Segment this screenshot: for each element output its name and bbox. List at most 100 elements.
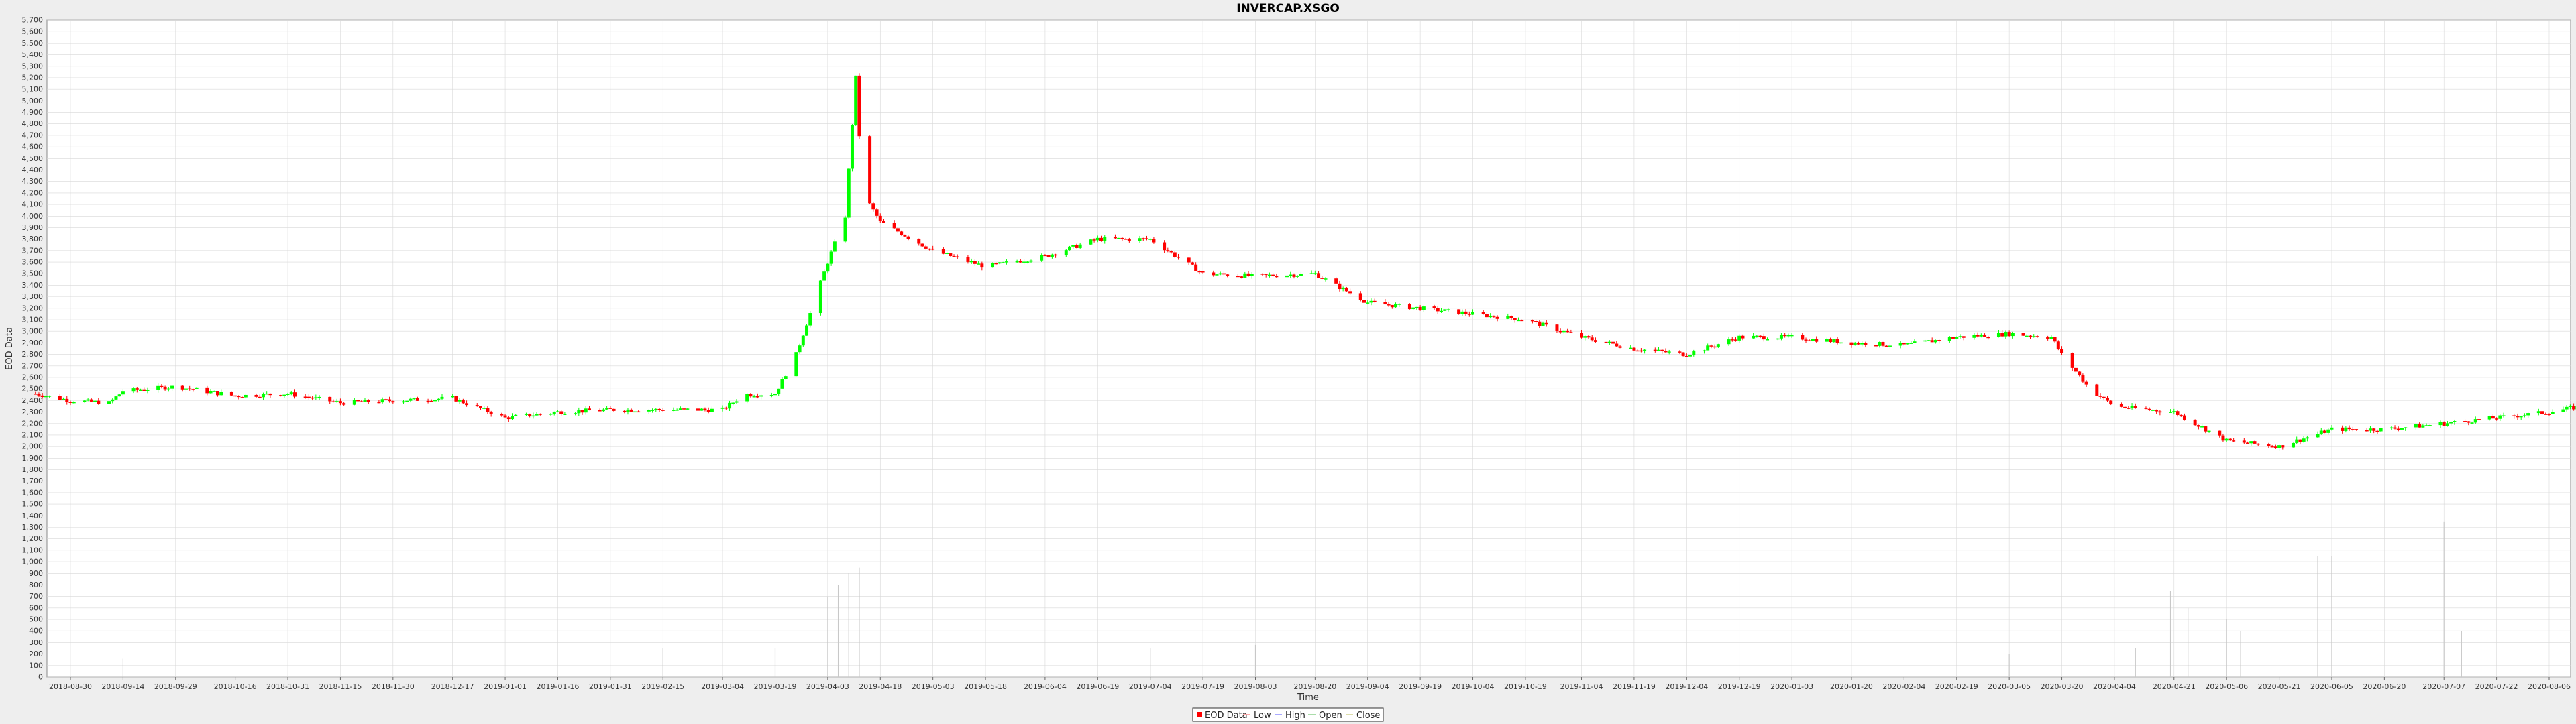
- candle-body: [637, 411, 641, 413]
- candle-body: [131, 388, 136, 392]
- candle-body: [623, 410, 627, 412]
- x-tick-label: 2020-01-03: [1770, 682, 1813, 691]
- candle-body: [991, 263, 995, 268]
- candle-body: [244, 394, 248, 398]
- candle-body: [1737, 335, 1741, 341]
- candle-body: [678, 408, 682, 410]
- legend-item-high: High: [1285, 711, 1305, 721]
- candle-body: [1390, 304, 1394, 308]
- candle-body: [1317, 273, 1321, 278]
- legend-item-open: Open: [1319, 711, 1342, 721]
- candle-body: [1446, 309, 1450, 310]
- candle-body: [62, 398, 66, 400]
- candle-layer: [34, 73, 2576, 451]
- candle-body: [1979, 335, 1983, 337]
- candle-body: [86, 399, 90, 401]
- candle-body: [2572, 406, 2576, 410]
- candle-body: [917, 239, 921, 244]
- candle-body: [1815, 339, 1819, 342]
- candle-body: [317, 396, 321, 398]
- y-tick-label: 5,200: [22, 73, 44, 82]
- candle-body: [68, 402, 72, 403]
- candle-body: [465, 403, 469, 406]
- candle-body: [1888, 345, 1892, 347]
- candle-body: [2130, 406, 2134, 408]
- candle-body: [156, 385, 160, 390]
- candle-body: [1029, 260, 1033, 262]
- candle-body: [559, 411, 564, 414]
- candle-body: [703, 408, 707, 410]
- candle-body: [1407, 304, 1411, 310]
- candle-body: [2491, 416, 2495, 419]
- candle-body: [531, 415, 535, 417]
- candle-body: [1653, 349, 1657, 351]
- candle-body: [1324, 278, 1328, 280]
- candle-body: [2179, 414, 2183, 416]
- candle-body: [89, 399, 93, 402]
- candle-body: [384, 399, 388, 400]
- candle-body: [808, 313, 812, 326]
- candle-body: [1295, 275, 1299, 277]
- candle-body: [1766, 339, 1770, 341]
- candle-body: [2424, 425, 2428, 426]
- candle-body: [969, 261, 973, 263]
- candle-body: [514, 414, 518, 416]
- candle-body: [1236, 276, 1240, 278]
- candle-body: [307, 396, 311, 398]
- candle-body: [2060, 349, 2064, 353]
- candle-body: [1807, 340, 1811, 342]
- candle-body: [1054, 254, 1058, 256]
- y-tick-label: 200: [29, 650, 43, 658]
- candle-body: [1089, 239, 1093, 245]
- x-tick-label: 2019-03-04: [701, 682, 744, 691]
- candle-body: [286, 394, 290, 395]
- candle-body: [1849, 342, 1854, 345]
- candle-body: [2144, 408, 2148, 409]
- candle-body: [1752, 335, 1756, 339]
- candle-body: [2172, 411, 2176, 412]
- y-tick-label: 800: [29, 581, 43, 589]
- x-tick-label: 2020-04-21: [2153, 682, 2196, 691]
- candle-body: [268, 393, 272, 396]
- candle-body: [994, 263, 998, 265]
- y-tick-label: 300: [29, 638, 43, 647]
- candle-body: [58, 396, 62, 400]
- candle-body: [2396, 428, 2400, 430]
- candle-body: [2302, 438, 2306, 442]
- candle-body: [1212, 272, 1216, 276]
- candle-body: [2032, 336, 2036, 337]
- candle-body: [511, 416, 515, 420]
- candle-body: [1538, 321, 1542, 326]
- candle-body: [1481, 312, 1485, 314]
- candle-body: [170, 385, 174, 389]
- x-tick-label: 2019-05-18: [964, 682, 1007, 691]
- x-tick-label: 2019-05-03: [912, 682, 955, 691]
- candle-body: [2438, 422, 2443, 426]
- candle-body: [563, 414, 567, 416]
- x-tick-label: 2020-05-21: [2258, 682, 2301, 691]
- y-tick-label: 2,600: [22, 373, 44, 381]
- candle-body: [440, 396, 444, 399]
- candle-body: [139, 389, 143, 391]
- candle-body: [1534, 321, 1538, 322]
- candle-body: [216, 391, 220, 396]
- x-tick-label: 2020-07-22: [2475, 682, 2518, 691]
- candle-body: [1509, 316, 1513, 318]
- candle-body: [1702, 350, 1706, 352]
- x-tick-label: 2019-11-04: [1560, 682, 1603, 691]
- candle-body: [412, 398, 416, 399]
- candle-body: [360, 401, 364, 402]
- x-tick-label: 2019-01-01: [484, 682, 527, 691]
- candle-body: [2568, 406, 2572, 407]
- candle-body: [1113, 237, 1117, 239]
- candle-body: [608, 408, 612, 409]
- candle-body: [503, 415, 507, 418]
- candle-body: [1864, 343, 1868, 345]
- candle-body: [1334, 278, 1338, 284]
- candle-body: [401, 401, 405, 403]
- y-tick-label: 1,400: [22, 511, 44, 520]
- candle-body: [1733, 339, 1737, 341]
- candle-body: [2119, 404, 2123, 407]
- candle-body: [2098, 396, 2102, 397]
